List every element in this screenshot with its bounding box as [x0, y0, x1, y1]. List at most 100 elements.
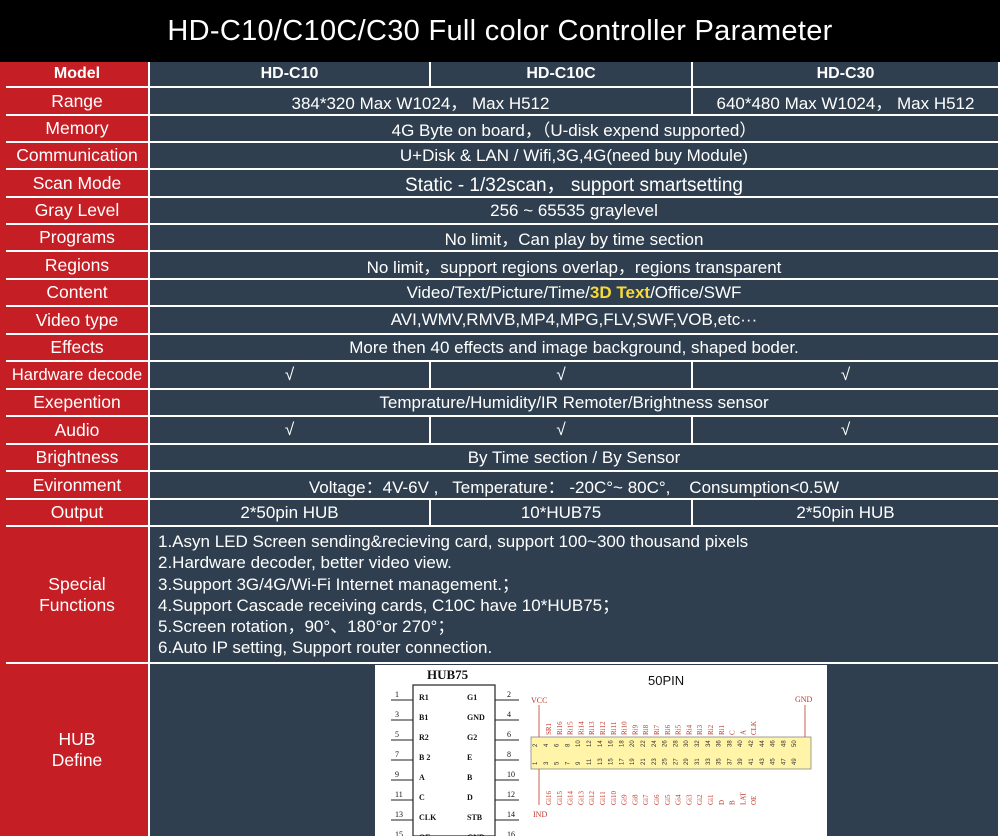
- hwdecode-c10: √: [150, 362, 431, 390]
- pin50-pin-number: 21: [641, 758, 647, 765]
- pin50-pin-number: 41: [749, 758, 755, 765]
- pin50-pin-number: 40: [738, 740, 744, 747]
- row-programs: Programs No limit，Can play by time secti…: [0, 225, 1000, 252]
- hub-label: HUB Define: [6, 664, 150, 836]
- row-label: Hardware decode: [6, 362, 150, 390]
- content-text-b: /Office/SWF: [650, 282, 742, 302]
- pin50-pin-number: 36: [717, 740, 723, 747]
- pin50-signal-label: Gi14: [567, 791, 575, 806]
- pin50-signal-label: A: [739, 730, 747, 735]
- list-item: 5.Screen rotation，90°、180°or 270°；: [158, 617, 455, 637]
- pin50-signal-label: Ri2: [707, 724, 715, 735]
- pin50-signal-label: Ri12: [599, 721, 607, 735]
- pin50-pin-number: 38: [727, 740, 733, 747]
- row-scan-mode: Scan Mode Static - 1/32scan， support sma…: [0, 170, 1000, 198]
- hub75-pin-name: GND: [467, 713, 485, 722]
- row-label: Programs: [6, 225, 150, 252]
- row-label: Effects: [6, 335, 150, 362]
- row-label: Memory: [6, 116, 150, 143]
- audio-c10c: √: [431, 417, 693, 445]
- pin50-pin-number: 7: [565, 761, 571, 765]
- pin50-signal-label: Ri4: [685, 724, 693, 735]
- hub75-pin-name: CLK: [419, 813, 437, 822]
- list-item: 3.Support 3G/4G/Wi-Fi Internet managemen…: [158, 574, 519, 594]
- hub75-connector: HUB75 1 R1 3 B1 5 R2 7 B 2 9 A 11 C 13 CLK 15 OE 2 G1 4 GND…: [391, 667, 519, 836]
- pin50-signal-label: Gi1: [707, 794, 715, 805]
- pin50-header-body: [530, 736, 812, 770]
- pin50-signal-label: SR1: [545, 722, 553, 735]
- hub75-pin-name: R1: [419, 693, 429, 702]
- pin50-pin-number: 48: [781, 740, 787, 747]
- pin50-signal-label: Ri1: [718, 724, 726, 735]
- pin50-pin-number: 6: [555, 743, 561, 747]
- row-value: U+Disk & LAN / Wifi,3G,4G(need buy Modul…: [150, 143, 1000, 170]
- pin50-connector: 50PIN VCC GND IND SR1 Ri16 Ri15 Ri14 Ri13 Ri1…: [530, 673, 813, 819]
- hub75-pin-number: 4: [507, 710, 511, 719]
- hub-label-line1: HUB: [58, 729, 96, 749]
- pin50-signal-label: Gi9: [621, 794, 629, 805]
- pin50-signal-label: Gi7: [642, 794, 650, 805]
- pin50-pin-number: 15: [609, 758, 615, 765]
- hub75-pin-number: 10: [507, 770, 515, 779]
- pin50-pin-number: 17: [619, 758, 625, 765]
- row-label: Brightness: [6, 445, 150, 472]
- row-value: Voltage：4V-6V , Temperature： -20C°~ 80C°…: [150, 472, 1000, 500]
- row-value: More then 40 effects and image backgroun…: [150, 335, 1000, 362]
- row-content: Content Video/Text/Picture/Time/3D Text /…: [0, 280, 1000, 307]
- row-value: No limit，Can play by time section: [150, 225, 1000, 252]
- hub75-pin-number: 14: [507, 810, 515, 819]
- pin50-pin-number: 32: [695, 740, 701, 747]
- list-item: 1.Asyn LED Screen sending&recieving card…: [158, 532, 749, 551]
- pin50-signal-label: Ri6: [664, 724, 672, 735]
- row-effects: Effects More then 40 effects and image b…: [0, 335, 1000, 362]
- pin50-signal-label: OE: [750, 796, 758, 805]
- row-label: Video type: [6, 307, 150, 335]
- hub75-pin-name: STB: [467, 813, 483, 822]
- output-c10: 2*50pin HUB: [150, 500, 431, 527]
- row-label: Content: [6, 280, 150, 307]
- row-label: Gray Level: [6, 198, 150, 225]
- row-value: By Time section / By Sensor: [150, 445, 1000, 472]
- row-value: Temprature/Humidity/IR Remoter/Brightnes…: [150, 390, 1000, 417]
- pin50-pin-number: 34: [706, 740, 712, 747]
- pin50-pin-number: 29: [684, 758, 690, 765]
- hub75-pin-number: 12: [507, 790, 515, 799]
- row-hardware-decode: Hardware decode √ √ √: [0, 362, 1000, 390]
- pin50-pin-number: 26: [663, 740, 669, 747]
- hub75-pin-number: 16: [507, 830, 515, 836]
- content-highlight-3d-text: 3D Text: [589, 282, 651, 302]
- row-video-type: Video type AVI,WMV,RMVB,MP4,MPG,FLV,SWF,…: [0, 307, 1000, 335]
- hub75-pin-name: OE: [419, 833, 431, 836]
- pin50-pin-number: 4: [544, 743, 550, 747]
- pin50-pin-number: 27: [673, 758, 679, 765]
- pin50-gnd: GND: [795, 695, 813, 704]
- hub-label-line2: Define: [51, 750, 103, 770]
- pin50-signal-label: Ri9: [631, 724, 639, 735]
- hub75-pin-name: G2: [467, 733, 477, 742]
- output-c10c: 10*HUB75: [431, 500, 693, 527]
- pin50-signal-label: Gi4: [675, 794, 683, 805]
- pin50-pin-number: 30: [684, 740, 690, 747]
- audio-c30: √: [693, 417, 1000, 445]
- pin50-pin-number: 18: [619, 740, 625, 747]
- pin50-pin-number: 3: [544, 761, 550, 765]
- pin50-pin-number: 8: [565, 743, 571, 747]
- row-value: 4G Byte on board，（U-disk expend supporte…: [150, 116, 1000, 143]
- row-special-functions: Special Functions 1.Asyn LED Screen send…: [0, 527, 1000, 664]
- pin50-pin-number: 37: [727, 758, 733, 765]
- hub75-pin-number: 11: [395, 790, 403, 799]
- pin50-pin-number: 19: [630, 758, 636, 765]
- pin50-signal-label: Ri5: [675, 724, 683, 735]
- special-label-line2: Functions: [39, 594, 115, 615]
- pin50-title: 50PIN: [648, 673, 684, 688]
- page-title: HD-C10/C10C/C30 Full color Controller Pa…: [0, 0, 1000, 62]
- pin50-pin-number: 23: [652, 758, 658, 765]
- row-expention: Exepention Temprature/Humidity/IR Remote…: [0, 390, 1000, 417]
- hwdecode-c30: √: [693, 362, 1000, 390]
- hub75-pin-name: B 2: [419, 753, 430, 762]
- pin50-pin-number: 20: [630, 740, 636, 747]
- row-value: No limit，support regions overlap，regions…: [150, 252, 1000, 280]
- range-c10-c10c: 384*320 Max W1024， Max H512: [150, 88, 693, 116]
